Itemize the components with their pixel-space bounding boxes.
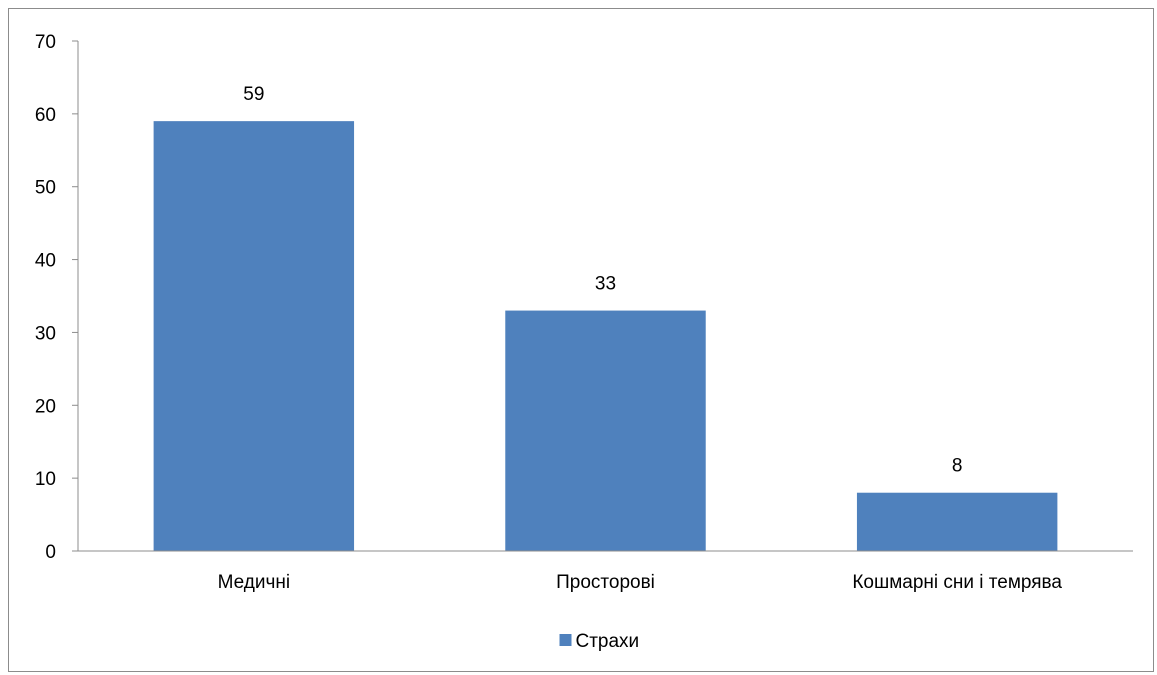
chart-frame: 0 10 20 30 40 50 60 70 59 33 8 Медичні Просторові К… <box>8 8 1154 672</box>
y-tick-label: 10 <box>35 469 56 490</box>
legend: Страхи <box>559 631 640 652</box>
y-tick-label: 20 <box>35 396 56 417</box>
data-label-2: 33 <box>595 274 616 295</box>
data-label-1: 59 <box>243 84 264 105</box>
data-labels-group: 59 33 8 <box>243 84 962 477</box>
bar-2 <box>505 310 706 551</box>
bar-chart: 0 10 20 30 40 50 60 70 59 33 8 Медичні Просторові К… <box>35 32 1133 652</box>
bar-3 <box>856 492 1058 551</box>
x-axis-category-labels: Медичні Просторові Кошмарні сни і темрява <box>218 572 1063 593</box>
legend-label-strakhy: Страхи <box>576 631 640 652</box>
bar-1 <box>153 121 355 552</box>
data-label-3: 8 <box>952 456 963 477</box>
y-tick-label: 70 <box>35 32 56 53</box>
category-label-3: Кошмарні сни і темрява <box>852 572 1062 593</box>
legend-swatch-strakhy <box>559 634 572 646</box>
y-tick-label: 60 <box>35 105 56 126</box>
y-tick-label: 50 <box>35 178 56 199</box>
bars-group <box>153 121 1058 552</box>
category-label-1: Медичні <box>218 572 291 593</box>
y-tick-label: 40 <box>35 251 56 272</box>
y-tick-label: 0 <box>45 542 56 563</box>
y-tick-label: 30 <box>35 323 56 344</box>
y-axis-ticks: 0 10 20 30 40 50 60 70 <box>35 32 78 563</box>
category-label-2: Просторові <box>556 572 655 593</box>
